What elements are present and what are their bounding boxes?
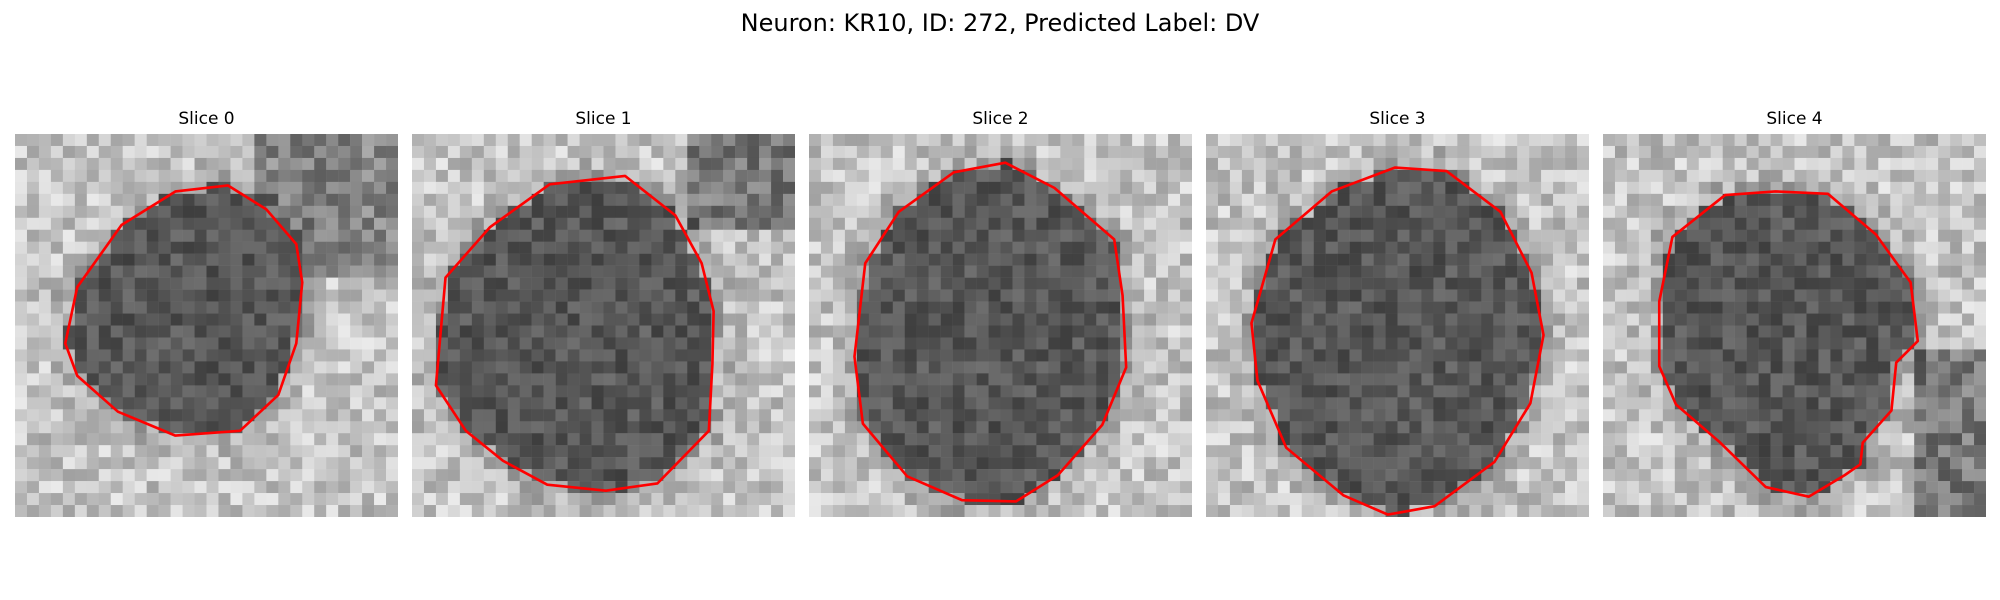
- neuron-contour: [63, 184, 304, 437]
- slice-title: Slice 1: [575, 109, 632, 129]
- neuron-contour: [853, 161, 1128, 503]
- slice-title: Slice 4: [1766, 109, 1823, 129]
- slice-image: [15, 134, 398, 517]
- slice-panel-3: Slice 3: [1206, 108, 1589, 519]
- neuron-contour: [1250, 166, 1545, 516]
- grayscale-pixels: [15, 134, 398, 517]
- slice-title: Slice 2: [972, 109, 1029, 129]
- slice-image: [1206, 134, 1589, 517]
- slice-title: Slice 0: [178, 109, 235, 129]
- grayscale-pixels: [1603, 134, 1986, 517]
- neuron-contour: [434, 174, 715, 492]
- slice-image: [1603, 134, 1986, 517]
- slice-panel-1: Slice 1: [412, 108, 795, 519]
- neuron-contour: [1657, 190, 1920, 498]
- slice-panel-4: Slice 4: [1603, 108, 1986, 519]
- slice-panel-2: Slice 2: [809, 108, 1192, 519]
- grayscale-pixels: [1206, 134, 1589, 517]
- slice-panel-0: Slice 0: [15, 108, 398, 519]
- figure-title: Neuron: KR10, ID: 272, Predicted Label: …: [740, 9, 1260, 37]
- grayscale-pixels: [412, 134, 795, 517]
- grayscale-pixels: [809, 134, 1192, 517]
- slice-title: Slice 3: [1369, 109, 1426, 129]
- slice-image: [809, 134, 1192, 517]
- slice-image: [412, 134, 795, 517]
